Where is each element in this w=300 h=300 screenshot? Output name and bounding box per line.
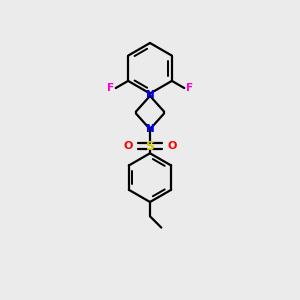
Text: N: N — [146, 124, 154, 134]
Text: O: O — [167, 141, 177, 152]
Text: F: F — [107, 83, 114, 93]
Text: F: F — [186, 83, 193, 93]
Text: O: O — [123, 141, 133, 152]
Text: N: N — [146, 90, 154, 100]
Text: S: S — [146, 140, 154, 153]
